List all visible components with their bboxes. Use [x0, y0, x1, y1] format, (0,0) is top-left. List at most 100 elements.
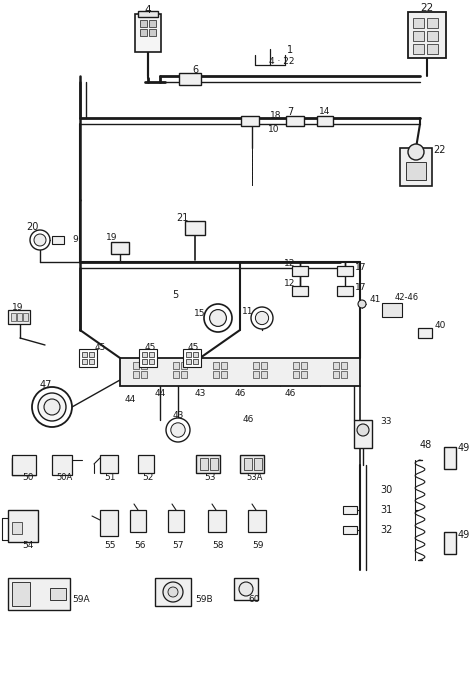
Bar — [23, 313, 28, 321]
Text: 45: 45 — [144, 343, 155, 352]
Bar — [186, 359, 191, 364]
Text: 49: 49 — [458, 443, 470, 453]
Text: 55: 55 — [104, 541, 116, 550]
Text: 59B: 59B — [195, 596, 213, 604]
Bar — [444, 532, 456, 554]
Bar — [337, 286, 353, 296]
Circle shape — [251, 307, 273, 329]
Bar — [292, 266, 308, 276]
Bar — [142, 359, 147, 364]
Bar — [382, 303, 402, 317]
Bar — [444, 447, 456, 469]
Bar — [140, 29, 147, 36]
Bar — [82, 352, 87, 357]
Bar — [138, 11, 158, 17]
Text: 6: 6 — [192, 65, 198, 75]
Bar — [293, 371, 299, 378]
Bar — [413, 18, 424, 28]
Bar — [8, 578, 70, 610]
Bar — [337, 266, 353, 276]
Bar — [341, 371, 347, 378]
Bar — [89, 359, 94, 364]
Bar — [221, 371, 227, 378]
Bar — [301, 371, 307, 378]
Bar — [149, 20, 156, 27]
Bar — [240, 455, 264, 473]
Text: 30: 30 — [380, 485, 392, 495]
Text: 59A: 59A — [72, 596, 90, 604]
Text: 17: 17 — [355, 264, 366, 272]
Circle shape — [168, 587, 178, 597]
Text: 50: 50 — [22, 473, 34, 483]
Bar — [301, 362, 307, 369]
Bar — [185, 221, 205, 235]
Text: 44: 44 — [155, 389, 165, 397]
Bar — [333, 362, 339, 369]
Bar — [248, 510, 266, 532]
Text: 9: 9 — [72, 235, 78, 245]
Text: 4: 4 — [145, 5, 151, 15]
Circle shape — [210, 310, 227, 327]
Bar — [213, 362, 219, 369]
Bar — [12, 582, 30, 606]
Bar — [244, 458, 252, 470]
Bar — [208, 510, 226, 532]
Bar — [293, 362, 299, 369]
Bar — [141, 362, 147, 369]
Circle shape — [239, 582, 253, 596]
Bar — [193, 359, 198, 364]
Bar — [408, 12, 446, 58]
Bar — [241, 116, 259, 126]
Bar — [8, 310, 30, 324]
Bar — [343, 526, 357, 534]
Bar — [111, 242, 129, 254]
Text: 53A: 53A — [247, 473, 263, 483]
Text: 47: 47 — [40, 380, 52, 390]
Text: 21: 21 — [176, 213, 188, 223]
Bar — [141, 371, 147, 378]
Circle shape — [30, 230, 50, 250]
Bar — [333, 371, 339, 378]
Bar — [253, 371, 259, 378]
Text: 60: 60 — [248, 596, 259, 604]
Bar — [183, 349, 201, 367]
Bar — [79, 349, 97, 367]
Bar — [427, 18, 438, 28]
Text: 31: 31 — [380, 505, 392, 515]
Text: 57: 57 — [172, 541, 184, 550]
Text: 50A: 50A — [57, 473, 73, 483]
Bar — [210, 458, 218, 470]
Bar — [418, 328, 432, 338]
Circle shape — [34, 234, 46, 246]
Text: 46: 46 — [284, 389, 296, 397]
Text: 33: 33 — [380, 418, 392, 427]
Text: 48: 48 — [420, 440, 432, 450]
Text: 22: 22 — [420, 3, 434, 13]
Bar — [406, 162, 426, 180]
Text: 41: 41 — [370, 295, 382, 304]
Bar — [12, 522, 22, 534]
Text: 44: 44 — [124, 395, 136, 404]
Text: 11: 11 — [242, 308, 254, 316]
Text: 19: 19 — [106, 233, 118, 241]
Bar — [261, 371, 267, 378]
Bar — [354, 420, 372, 448]
Bar — [343, 506, 357, 514]
Text: 5: 5 — [172, 290, 178, 300]
Bar — [181, 362, 187, 369]
Text: 43: 43 — [194, 389, 206, 397]
Bar — [139, 349, 157, 367]
Bar — [292, 286, 308, 296]
Text: 51: 51 — [104, 473, 116, 483]
Bar — [82, 359, 87, 364]
Bar — [133, 371, 139, 378]
Bar — [130, 510, 146, 532]
Bar — [253, 362, 259, 369]
Bar — [173, 371, 179, 378]
Bar — [100, 455, 118, 473]
Text: 46: 46 — [242, 416, 254, 425]
Text: 15: 15 — [194, 308, 206, 318]
Bar — [50, 588, 66, 600]
Text: 10: 10 — [268, 126, 280, 135]
Bar — [138, 455, 154, 473]
